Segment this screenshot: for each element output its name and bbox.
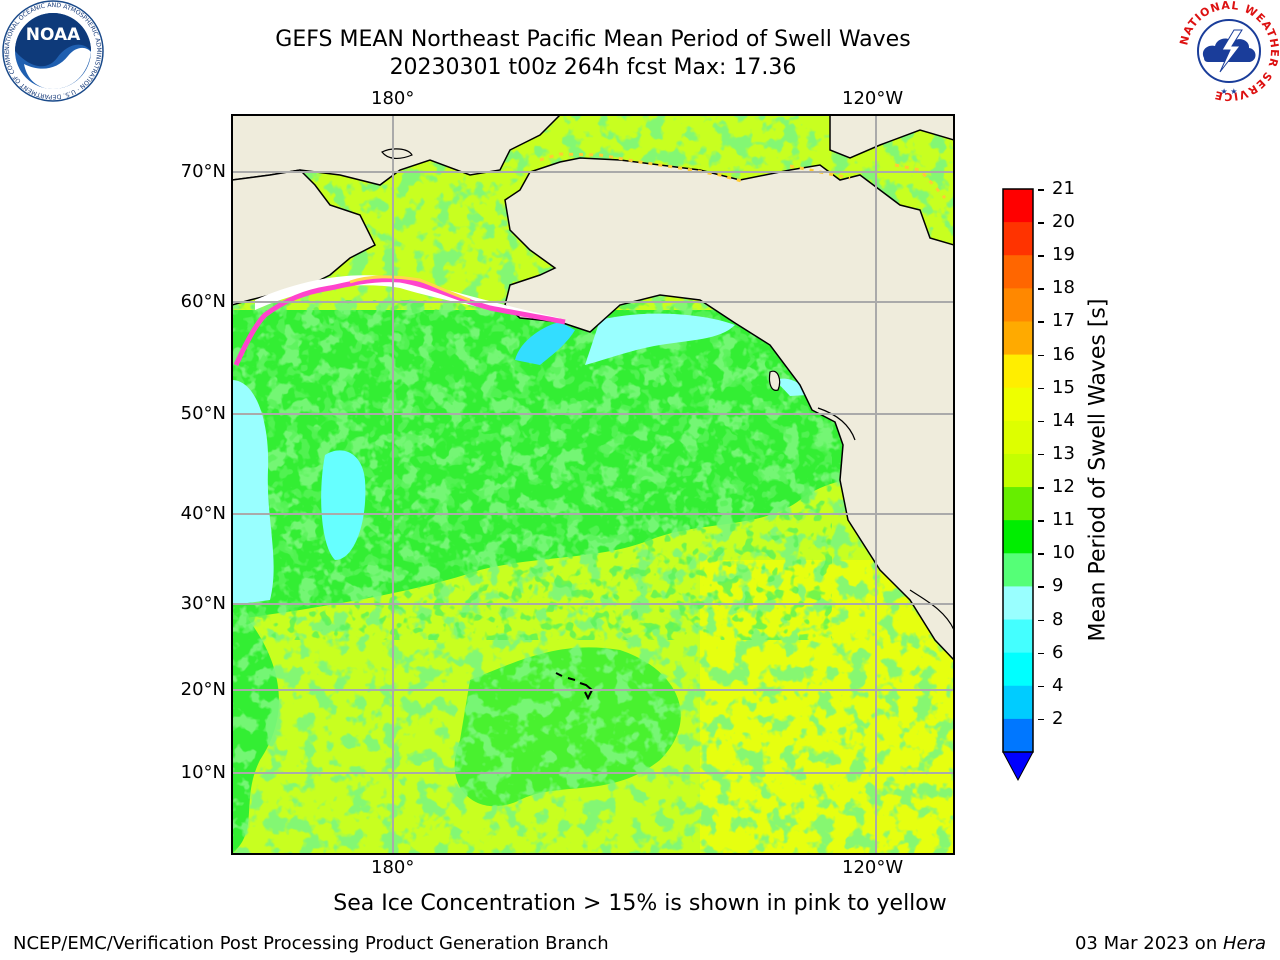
colorbar-tick-label: 21 <box>1052 178 1075 199</box>
colorbar-tick-mark <box>1038 619 1044 622</box>
land-coastal-island <box>768 370 781 391</box>
colorbar-tick-label: 8 <box>1052 608 1064 630</box>
colorbar-tick-label: 19 <box>1052 244 1075 266</box>
footer-machine: Hera <box>1222 933 1266 954</box>
footer-date-text: 03 Mar 2023 on <box>1074 933 1223 954</box>
colorbar-bin <box>1003 453 1033 488</box>
title-line-1: GEFS MEAN Northeast Pacific Mean Period … <box>275 27 911 52</box>
colorbar-bin <box>1003 354 1033 389</box>
colorbar-bin <box>1003 652 1033 687</box>
nws-logo: NATIONAL WEATHER SERVICE ★ ★ <box>1178 0 1280 102</box>
colorbar-tick-label: 6 <box>1052 641 1064 663</box>
colorbar-tick-label: 10 <box>1052 542 1075 564</box>
colorbar-tick-mark <box>1038 420 1044 423</box>
colorbar-tick-mark <box>1038 387 1044 390</box>
colorbar-bin <box>1003 520 1033 554</box>
colorbar-bin <box>1003 487 1033 521</box>
map-frame <box>231 114 955 855</box>
ocean-cyan-coast <box>775 378 808 396</box>
colorbar-tick-mark <box>1038 255 1044 257</box>
lat-label-70n: 70°N <box>180 161 226 182</box>
footer-producer: NCEP/EMC/Verification Post Processing Pr… <box>13 933 609 954</box>
colorbar-tick-label: 15 <box>1052 376 1075 398</box>
colorbar-bin <box>1003 222 1033 256</box>
colorbar-bin <box>1003 553 1033 587</box>
ocean-cyan-gulf <box>585 313 735 365</box>
lat-label-20n: 20°N <box>180 679 226 700</box>
colorbar-frame <box>1002 188 1034 753</box>
colorbar-tick-label: 17 <box>1052 310 1075 332</box>
colorbar-bin <box>1003 718 1033 753</box>
sea-ice-edge-yellow <box>349 275 471 302</box>
colorbar-bin <box>1003 420 1033 455</box>
lon-label-180-top: 180° <box>371 88 415 109</box>
noaa-logo: NATIONAL OCEANIC AND ATMOSPHERIC ADMINIS… <box>2 0 104 102</box>
colorbar-bin <box>1003 189 1033 223</box>
colorbar-tick-mark <box>1038 586 1044 588</box>
land-wrangel-island <box>381 148 413 159</box>
colorbar-bin <box>1003 288 1033 322</box>
ocean-cyan-patch <box>321 450 366 560</box>
colorbar-tick-label: 20 <box>1052 211 1075 233</box>
colorbar-bin <box>1003 619 1033 654</box>
sea-ice-edge <box>233 277 566 367</box>
colorbar-tick-label: 9 <box>1052 575 1064 597</box>
sea-ice-note: Sea Ice Concentration > 15% is shown in … <box>333 891 947 916</box>
colorbar-under-triangle <box>1002 751 1034 782</box>
title-line-2: 20230301 t00z 264h fcst Max: 17.36 <box>389 55 797 80</box>
colorbar-bin <box>1003 321 1033 356</box>
colorbar-tick-mark <box>1038 453 1044 456</box>
lat-label-60n: 60°N <box>180 291 226 312</box>
land-north-america <box>232 115 954 854</box>
colorbar-tick-mark <box>1038 321 1044 323</box>
colorbar-tick-label: 4 <box>1052 674 1064 696</box>
lon-label-120w-bottom: 120°W <box>842 857 904 878</box>
colorbar-tick-mark <box>1038 685 1044 688</box>
footer-date: 03 Mar 2023 on Hera <box>1075 933 1266 954</box>
colorbar-bin <box>1003 387 1033 422</box>
colorbar-tick-label: 18 <box>1052 277 1075 299</box>
colorbar-tick-mark <box>1038 288 1044 290</box>
colorbar-tick-mark <box>1038 520 1044 522</box>
colorbar-tick-mark <box>1038 354 1044 357</box>
colorbar-tick-label: 16 <box>1052 343 1075 365</box>
land-coast-detail <box>817 407 856 441</box>
map-gridlines <box>232 115 954 854</box>
colorbar-tick-mark <box>1038 189 1044 191</box>
colorbar-tick-label: 13 <box>1052 442 1075 464</box>
colorbar-bin <box>1003 255 1033 289</box>
colorbar-tick-mark <box>1038 718 1044 721</box>
colorbar-tick-label: 12 <box>1052 476 1075 498</box>
lon-label-180-bottom: 180° <box>371 857 415 878</box>
colorbar-tick-mark <box>1038 487 1044 489</box>
lat-label-50n: 50°N <box>180 403 226 424</box>
lat-label-40n: 40°N <box>180 503 226 524</box>
lon-label-120w-top: 120°W <box>842 88 904 109</box>
land-baja-detail <box>909 589 954 631</box>
colorbar <box>1002 188 1034 782</box>
colorbar-bin <box>1003 685 1033 720</box>
lat-label-30n: 30°N <box>180 593 226 614</box>
noaa-logo-text: NOAA <box>26 25 81 45</box>
ocean-cyan-alaska <box>515 322 575 365</box>
ocean-cyan-west <box>232 380 274 605</box>
colorbar-bin <box>1003 586 1033 621</box>
colorbar-tick-label: 14 <box>1052 409 1075 431</box>
lat-label-10n: 10°N <box>180 762 226 783</box>
colorbar-tick-mark <box>1038 222 1044 224</box>
colorbar-tick-label: 2 <box>1052 707 1064 729</box>
land-arctic-islands <box>829 115 954 159</box>
nws-stars-icon: ★ ★ <box>1221 87 1238 96</box>
colorbar-tick-mark <box>1038 553 1044 555</box>
colorbar-tick-mark <box>1038 652 1044 655</box>
colorbar-tick-label: 11 <box>1052 509 1075 531</box>
colorbar-axis-label: Mean Period of Swell Waves [s] <box>1085 298 1111 642</box>
